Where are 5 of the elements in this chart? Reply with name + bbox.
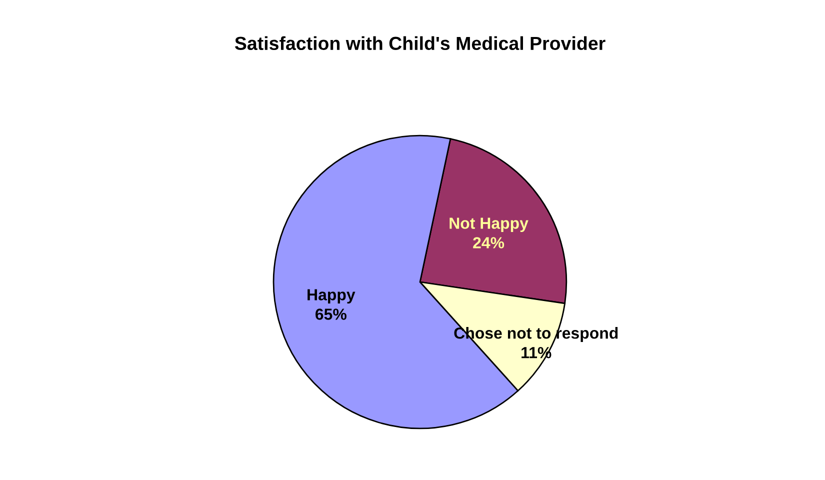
slice-label: Happy bbox=[308, 289, 356, 304]
data-label: 24% bbox=[473, 237, 504, 248]
slice-label: Not Happy bbox=[450, 218, 528, 232]
data-label: 65% bbox=[316, 308, 346, 320]
chart-title: Satisfaction with Child's Medical Provider bbox=[234, 36, 606, 50]
